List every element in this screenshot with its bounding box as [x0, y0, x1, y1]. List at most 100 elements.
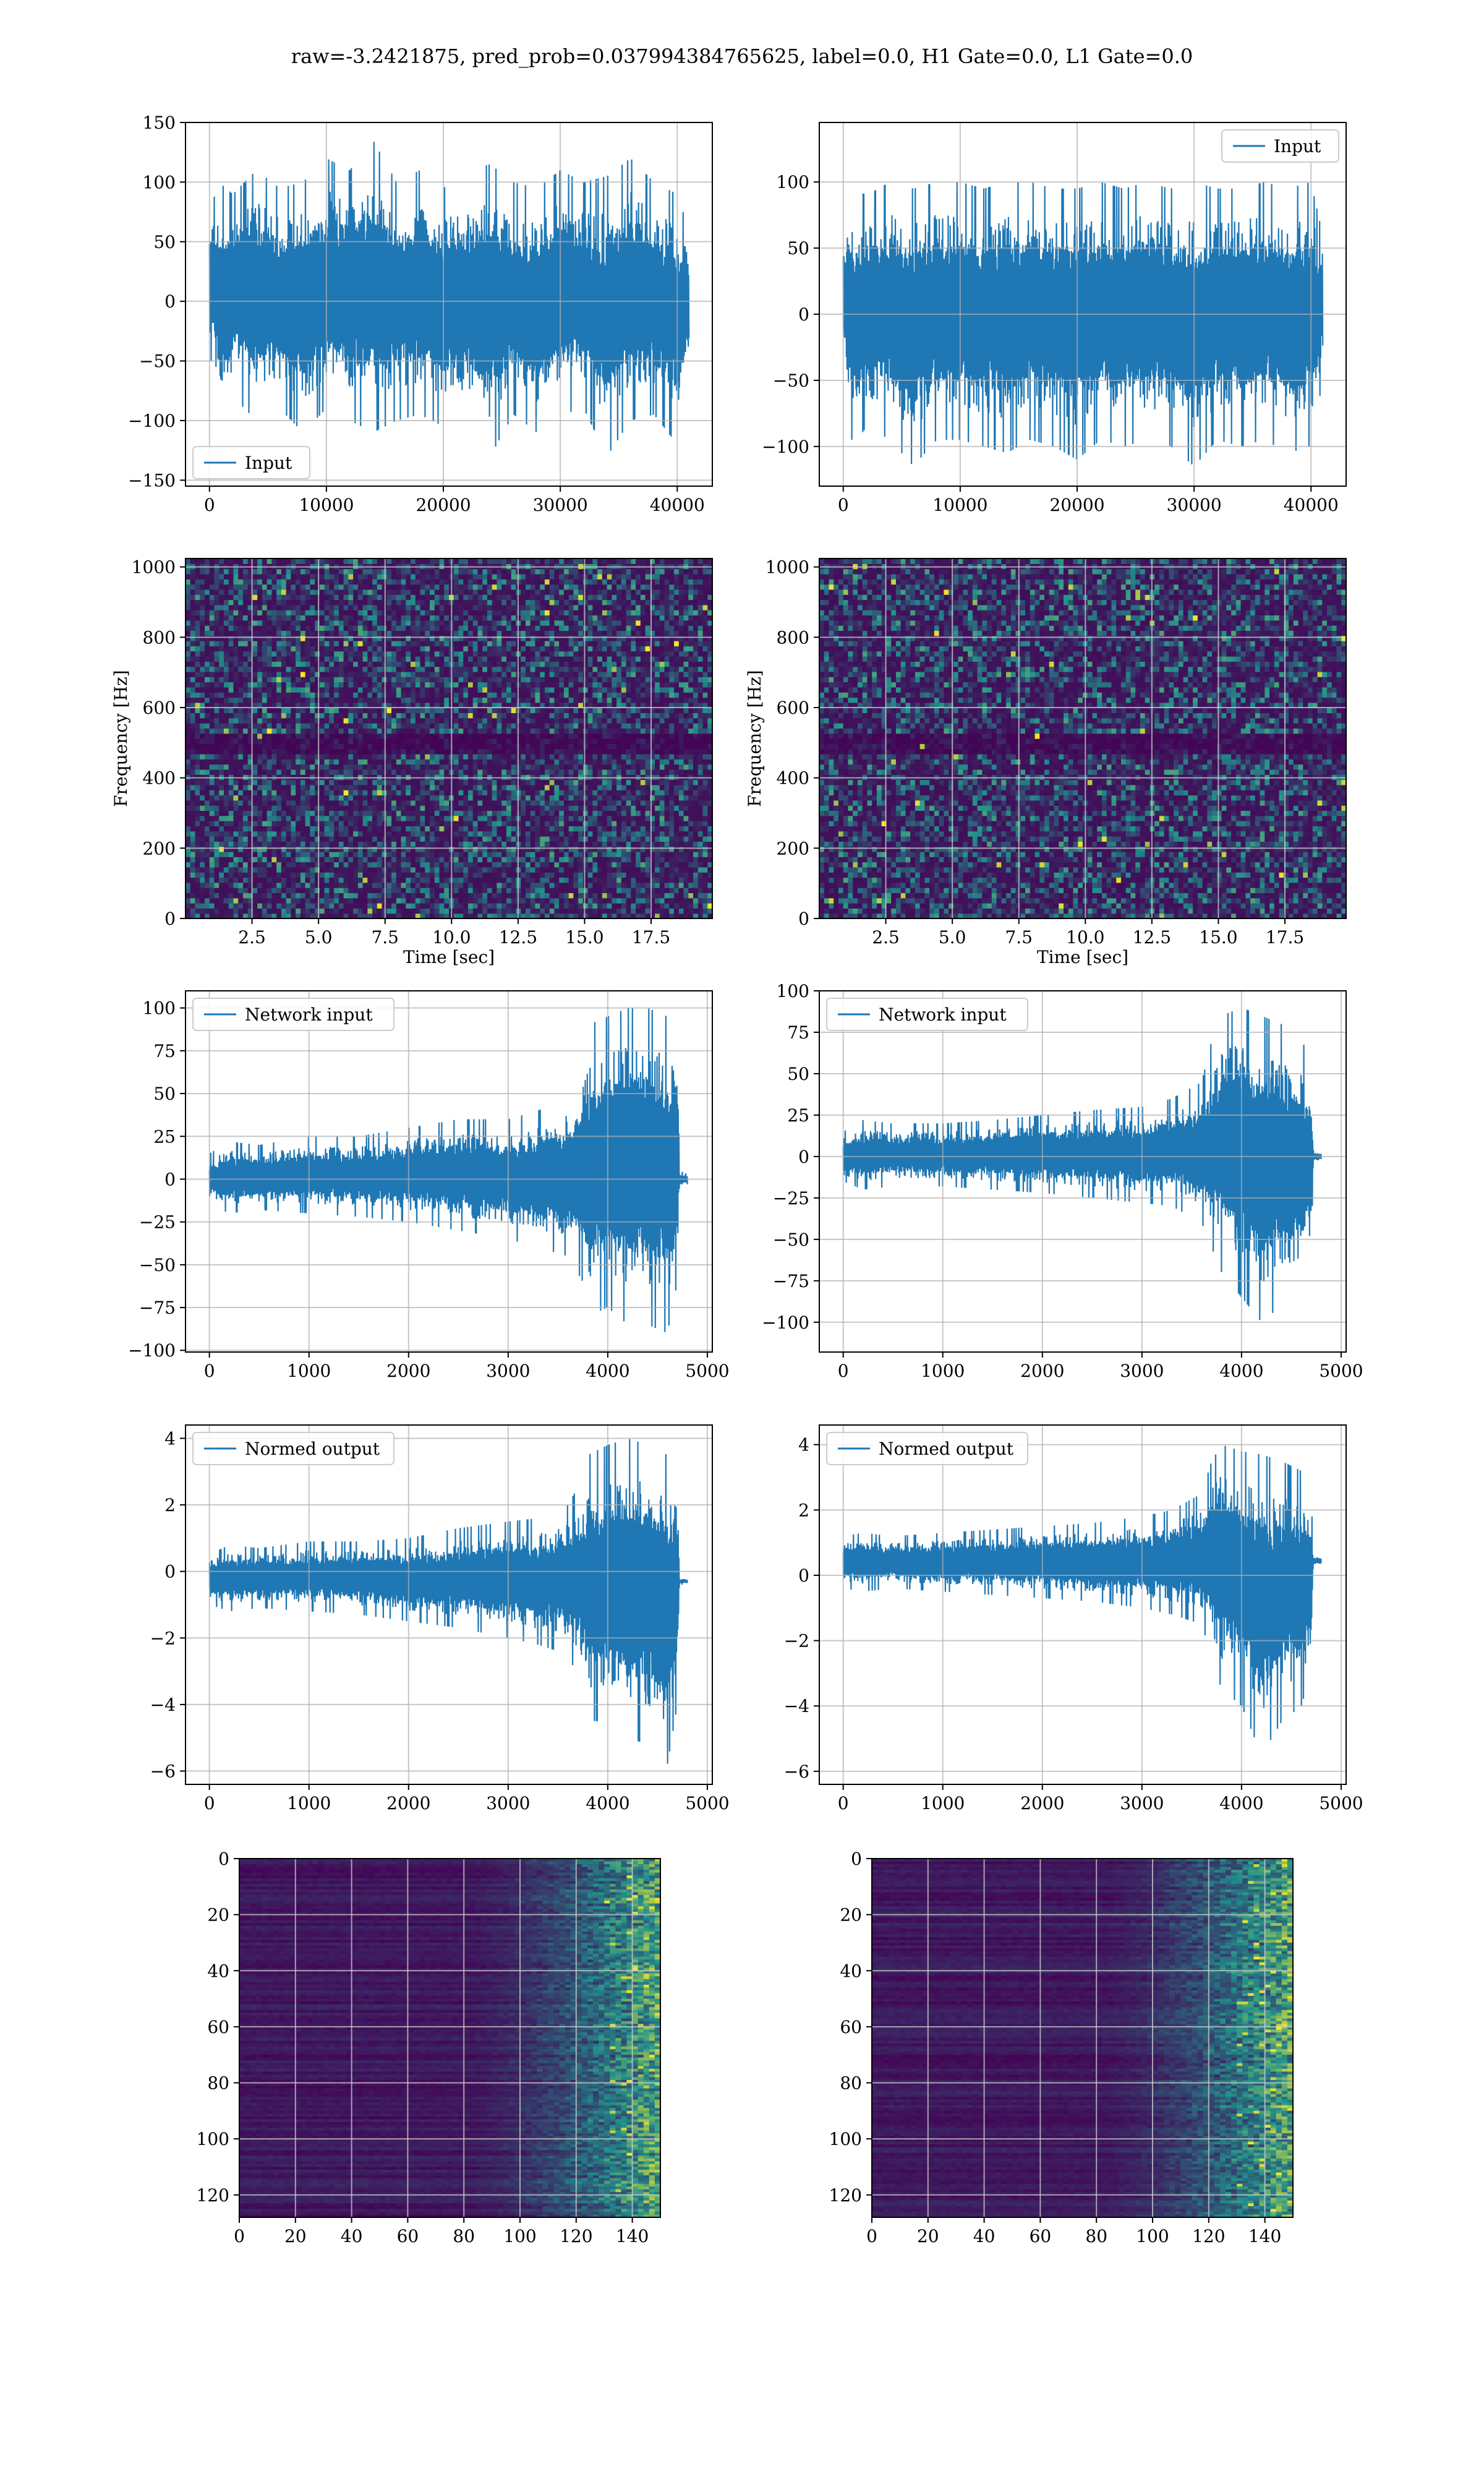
- heatmap-cell: [296, 826, 301, 832]
- heatmap-cell: [247, 784, 254, 790]
- heatmap-cell: [497, 656, 502, 662]
- heatmap-cell: [271, 753, 277, 760]
- heatmap-cell: [233, 692, 239, 698]
- heatmap-cell: [497, 748, 502, 755]
- heatmap-cell: [319, 826, 325, 832]
- heatmap-cell: [209, 661, 215, 667]
- heatmap-cell: [271, 579, 277, 585]
- heatmap-cell: [477, 892, 483, 899]
- heatmap-cell: [186, 810, 191, 816]
- heatmap-cell: [501, 610, 507, 616]
- heatmap-cell: [257, 728, 263, 734]
- heatmap-cell: [214, 753, 220, 760]
- heatmap-cell: [411, 717, 416, 724]
- heatmap-cell: [186, 728, 191, 734]
- heatmap-cell: [434, 666, 440, 672]
- heatmap-cell: [296, 733, 301, 739]
- heatmap-cell: [411, 708, 416, 714]
- heatmap-cell: [425, 584, 430, 590]
- heatmap-cell: [367, 831, 373, 837]
- heatmap-cell: [204, 651, 210, 657]
- heatmap-cell: [319, 610, 325, 616]
- heatmap-cell: [257, 784, 263, 790]
- heatmap-cell: [209, 656, 215, 662]
- heatmap-cell: [324, 753, 330, 760]
- heatmap-cell: [357, 559, 364, 564]
- heatmap-cell: [233, 882, 239, 888]
- heatmap-cell: [487, 584, 493, 590]
- heatmap-cell: [186, 821, 191, 826]
- heatmap-cell: [458, 882, 464, 888]
- heatmap-cell: [219, 857, 224, 863]
- heatmap-cell: [228, 625, 234, 631]
- heatmap-cell: [434, 713, 440, 719]
- heatmap-cell: [286, 702, 291, 708]
- heatmap-cell: [186, 764, 191, 770]
- heatmap-cell: [296, 713, 301, 719]
- heatmap-cell: [367, 682, 373, 688]
- heatmap-cell: [296, 795, 301, 801]
- heatmap-cell: [406, 882, 411, 888]
- heatmap-cell: [247, 579, 254, 585]
- heatmap-cell: [467, 702, 474, 708]
- heatmap-cell: [434, 728, 440, 734]
- heatmap-cell: [219, 831, 224, 837]
- heatmap-cell: [319, 805, 325, 811]
- heatmap-cell: [281, 559, 287, 564]
- heatmap-cell: [396, 594, 402, 601]
- heatmap-cell: [319, 877, 325, 883]
- heatmap-cell: [487, 841, 493, 847]
- heatmap-cell: [377, 687, 383, 693]
- heatmap-cell: [396, 651, 402, 657]
- heatmap-cell: [338, 779, 344, 785]
- heatmap-cell: [291, 610, 296, 616]
- heatmap-cell: [444, 779, 450, 785]
- heatmap-cell: [420, 862, 425, 868]
- heatmap-cell: [286, 826, 291, 832]
- heatmap-cell: [219, 717, 224, 724]
- l1-input-series-line: [842, 182, 1324, 464]
- heatmap-cell: [434, 903, 440, 909]
- heatmap-cell: [353, 877, 359, 883]
- heatmap-cell: [315, 877, 320, 883]
- heatmap-cell: [434, 784, 440, 790]
- heatmap-cell: [377, 733, 383, 739]
- heatmap-cell: [242, 671, 249, 677]
- heatmap-cell: [310, 728, 315, 734]
- heatmap-cell: [453, 646, 459, 652]
- heatmap-cell: [391, 877, 397, 883]
- heatmap-cell: [487, 882, 493, 888]
- heatmap-cell: [324, 908, 330, 914]
- heatmap-cell: [296, 913, 301, 918]
- heatmap-cell: [482, 779, 488, 785]
- heatmap-cell: [305, 779, 310, 785]
- heatmap-cell: [497, 872, 502, 878]
- heatmap-cell: [420, 857, 425, 863]
- heatmap-cell: [492, 821, 498, 826]
- heatmap-cell: [204, 717, 210, 724]
- heatmap-cell: [219, 903, 224, 909]
- heatmap-cell: [190, 877, 196, 883]
- heatmap-cell: [329, 702, 335, 708]
- heatmap-cell: [286, 784, 291, 790]
- heatmap-cell: [276, 708, 282, 714]
- heatmap-cell: [223, 610, 229, 616]
- heatmap-cell: [305, 697, 310, 703]
- heatmap-cell: [497, 826, 502, 832]
- heatmap-cell: [338, 697, 344, 703]
- heatmap-cell: [386, 913, 392, 918]
- heatmap-cell: [425, 903, 430, 909]
- heatmap-cell: [396, 795, 402, 801]
- heatmap-cell: [487, 677, 493, 683]
- heatmap-cell: [214, 882, 220, 888]
- heatmap-cell: [501, 857, 507, 863]
- heatmap-cell: [271, 908, 277, 914]
- heatmap-cell: [511, 908, 517, 914]
- heatmap-cell: [348, 743, 354, 750]
- heatmap-cell: [487, 836, 493, 842]
- heatmap-cell: [430, 851, 435, 857]
- heatmap-cell: [472, 748, 479, 755]
- heatmap-cell: [276, 790, 282, 796]
- heatmap-cell: [291, 779, 296, 785]
- heatmap-cell: [305, 836, 310, 842]
